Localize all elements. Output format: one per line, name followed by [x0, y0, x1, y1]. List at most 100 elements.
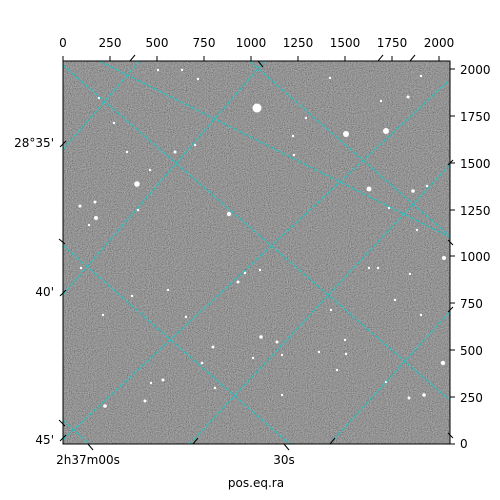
star	[79, 266, 83, 270]
star	[328, 76, 332, 80]
grid-line	[63, 61, 141, 151]
dec-tick-label: 45'	[35, 433, 54, 447]
star	[125, 150, 129, 154]
star	[440, 360, 446, 366]
star	[193, 143, 197, 147]
star	[419, 74, 423, 78]
world-tick	[447, 239, 454, 246]
star	[411, 189, 415, 193]
star	[173, 150, 177, 154]
star	[376, 266, 380, 270]
grid-line	[99, 61, 450, 238]
world-tick	[58, 419, 66, 427]
world-tick	[447, 432, 454, 439]
star	[335, 368, 339, 372]
star	[292, 153, 296, 157]
star	[101, 313, 105, 317]
star	[180, 68, 184, 72]
star	[259, 335, 263, 339]
star	[343, 131, 349, 137]
world-tick	[257, 60, 264, 68]
world-tick	[377, 54, 384, 62]
star	[329, 308, 333, 312]
world-tick	[59, 140, 67, 148]
star	[367, 266, 371, 270]
star	[393, 298, 397, 302]
right-tick-label: 1500	[460, 157, 491, 171]
star	[379, 99, 383, 103]
star	[166, 288, 170, 292]
top-tick-label: 0	[59, 36, 67, 50]
star	[280, 353, 284, 357]
top-tick-label: 1250	[283, 36, 314, 50]
star	[211, 345, 215, 349]
star	[94, 216, 98, 220]
top-tick-label: 750	[193, 36, 216, 50]
x-axis-title: pos.eq.ra	[228, 476, 284, 490]
world-tick	[59, 289, 67, 297]
star	[93, 200, 97, 204]
star-field	[78, 68, 446, 408]
bottom-ra-ticks: 2h37m00s 30s	[56, 453, 295, 467]
star	[366, 186, 372, 192]
star	[130, 294, 134, 298]
right-tick-label: 1000	[460, 250, 491, 264]
right-tick-label: 750	[460, 297, 483, 311]
star	[226, 211, 232, 217]
grid-line	[63, 79, 450, 441]
top-tick-label: 2000	[424, 36, 455, 50]
star	[161, 378, 165, 382]
axis-ticks	[58, 54, 455, 451]
ra-tick-label: 2h37m00s	[56, 453, 120, 467]
star	[442, 256, 446, 260]
left-dec-ticks: 28°35' 40' 45'	[14, 136, 54, 447]
world-tick	[58, 238, 66, 245]
star	[407, 396, 411, 400]
star	[419, 313, 423, 317]
star	[148, 168, 152, 172]
grid-line	[189, 164, 450, 444]
right-tick-label: 1250	[460, 204, 491, 218]
grid-line	[63, 419, 91, 444]
top-tick-label: 1750	[377, 36, 408, 50]
world-tick	[192, 437, 199, 445]
top-tick-label: 250	[99, 36, 122, 50]
star	[343, 338, 347, 342]
star	[425, 184, 429, 188]
right-tick-label: 250	[460, 391, 483, 405]
star	[87, 223, 91, 227]
star	[184, 315, 188, 319]
star	[243, 271, 247, 275]
star	[196, 77, 200, 81]
dec-tick-label: 28°35'	[14, 136, 54, 150]
grid-line	[63, 61, 266, 296]
top-tick-label: 500	[146, 36, 169, 50]
star	[103, 404, 107, 408]
top-pixel-ticks: 0 250 500 750 1000 1250 1500 1750 2000	[59, 36, 454, 50]
top-tick-label: 1500	[330, 36, 361, 50]
ra-tick-label: 30s	[273, 453, 295, 467]
top-tick-label: 1000	[236, 36, 267, 50]
star	[134, 181, 140, 187]
dec-tick-label: 40'	[35, 285, 54, 299]
star	[304, 116, 308, 120]
star	[143, 399, 147, 403]
star	[383, 128, 389, 134]
star	[344, 352, 348, 356]
right-tick-label: 0	[460, 437, 468, 451]
coordinate-grid	[63, 61, 450, 444]
world-tick	[59, 434, 67, 442]
star	[213, 386, 217, 390]
star	[422, 393, 426, 397]
star	[112, 121, 116, 125]
grid-line	[249, 61, 450, 237]
star	[149, 381, 153, 385]
star	[136, 208, 140, 212]
star	[200, 361, 204, 365]
grid-line	[63, 64, 450, 401]
star	[275, 340, 279, 344]
world-tick	[447, 159, 454, 166]
star	[258, 268, 262, 272]
world-tick	[447, 306, 454, 313]
